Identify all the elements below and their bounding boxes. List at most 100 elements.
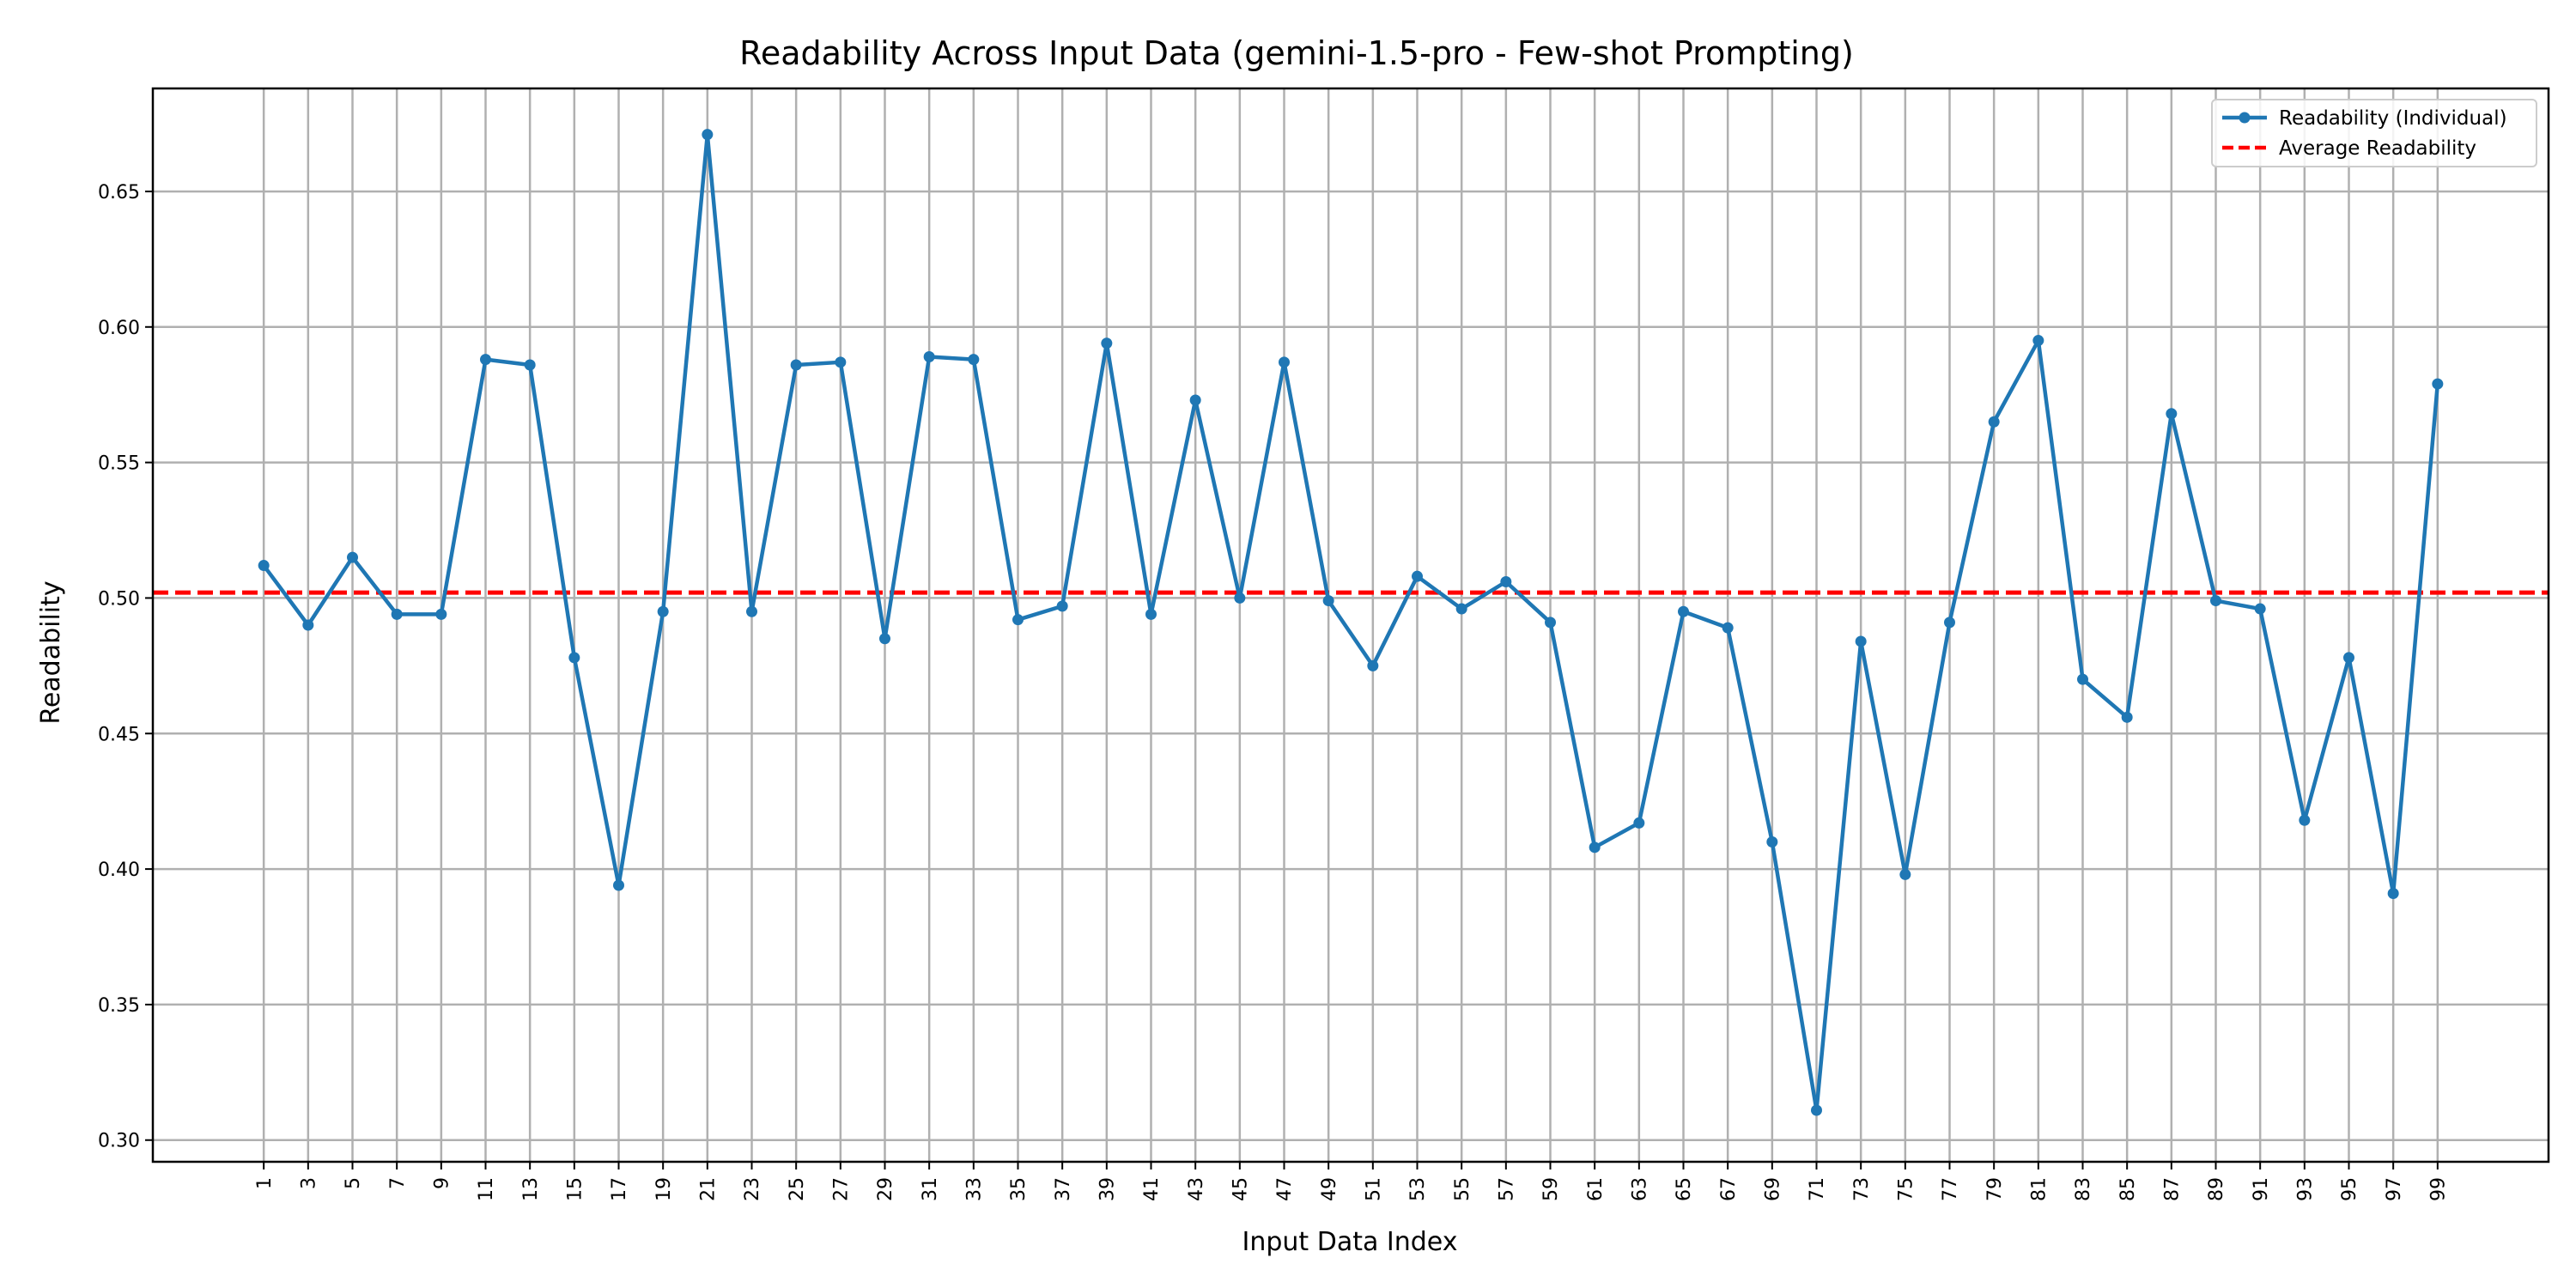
x-tick-label: 55: [1452, 1177, 1473, 1201]
data-point: [702, 129, 714, 141]
data-point: [1589, 841, 1601, 854]
x-tick-label: 85: [2117, 1177, 2139, 1201]
y-axis-ticks: 0.30 0.35 0.40 0.45 0.50 0.55 0.60 0.65: [98, 182, 153, 1152]
x-tick-label: 33: [964, 1177, 986, 1201]
x-tick-label: 19: [653, 1177, 675, 1201]
x-tick-label: 11: [476, 1177, 497, 1201]
data-point: [1412, 570, 1423, 582]
x-tick-label: 69: [1763, 1177, 1784, 1201]
x-tick-label: 25: [787, 1177, 808, 1201]
x-tick-label: 75: [1896, 1177, 1917, 1201]
data-point: [1189, 394, 1201, 406]
x-tick-label: 13: [520, 1177, 542, 1201]
x-tick-label: 49: [1319, 1177, 1340, 1201]
x-tick-label: 57: [1497, 1177, 1518, 1201]
data-point: [1633, 817, 1645, 829]
y-tick-label: 0.30: [98, 1131, 140, 1152]
data-point: [1056, 600, 1068, 612]
x-tick-label: 71: [1807, 1177, 1828, 1201]
data-point: [613, 879, 624, 891]
data-point: [1766, 836, 1778, 848]
x-tick-label: 23: [742, 1177, 763, 1201]
x-tick-label: 37: [1053, 1177, 1074, 1201]
x-tick-label: 39: [1097, 1177, 1119, 1201]
y-axis-label: Readability: [36, 580, 66, 724]
x-tick-label: 77: [1940, 1177, 1961, 1201]
x-tick-label: 89: [2206, 1177, 2227, 1201]
x-tick-label: 29: [875, 1177, 896, 1201]
data-point: [1145, 608, 1157, 620]
data-point: [968, 354, 980, 366]
data-point: [302, 619, 314, 631]
data-point: [2121, 711, 2133, 723]
x-tick-label: 7: [387, 1177, 409, 1189]
x-tick-label: 45: [1230, 1177, 1252, 1201]
x-tick-label: 93: [2295, 1177, 2317, 1201]
x-tick-label: 35: [1008, 1177, 1030, 1201]
data-point: [923, 351, 935, 362]
x-axis-label: Input Data Index: [1242, 1227, 1458, 1257]
x-tick-label: 9: [432, 1177, 453, 1189]
data-point: [790, 359, 802, 371]
data-point: [2343, 652, 2354, 664]
data-point: [1101, 337, 1113, 349]
legend-label-individual: Readability (Individual): [2279, 107, 2507, 130]
x-tick-label: 27: [831, 1177, 853, 1201]
x-tick-label: 43: [1186, 1177, 1207, 1201]
x-tick-label: 79: [1984, 1177, 2006, 1201]
data-point: [1855, 635, 1867, 647]
readability-series-line: [262, 132, 2440, 1113]
x-tick-label: 17: [609, 1177, 630, 1201]
data-point: [1944, 617, 1955, 629]
data-point: [2077, 673, 2088, 685]
data-point: [1545, 617, 1556, 629]
y-tick-label: 0.55: [98, 453, 140, 475]
data-point: [2032, 335, 2044, 347]
x-tick-label: 15: [565, 1177, 586, 1201]
y-tick-label: 0.60: [98, 318, 140, 339]
data-point: [835, 356, 847, 368]
x-axis-ticks: 1 3 5 7 9 11 13 15 17 19 21 23 25 27 29 31 33 35 37 39 41 43 4…: [254, 1162, 2450, 1201]
data-point: [2210, 595, 2221, 607]
x-tick-label: 53: [1407, 1177, 1429, 1201]
data-point: [1322, 595, 1334, 607]
legend-marker-individual: [2239, 112, 2251, 124]
data-point: [746, 605, 757, 617]
x-tick-label: 1: [254, 1177, 276, 1189]
y-tick-label: 0.50: [98, 588, 140, 610]
x-tick-label: 47: [1274, 1177, 1296, 1201]
data-point: [258, 560, 270, 572]
data-point: [568, 652, 580, 664]
y-tick-label: 0.65: [98, 182, 140, 204]
x-tick-label: 51: [1364, 1177, 1385, 1201]
data-point: [391, 608, 403, 620]
x-tick-label: 99: [2428, 1177, 2450, 1201]
x-tick-label: 3: [299, 1177, 320, 1189]
y-tick-label: 0.40: [98, 860, 140, 881]
data-point: [1500, 575, 1512, 587]
x-tick-label: 91: [2251, 1177, 2272, 1201]
legend-label-average: Average Readability: [2279, 137, 2476, 160]
y-tick-label: 0.45: [98, 724, 140, 745]
data-point: [1367, 659, 1379, 671]
data-point: [2387, 888, 2399, 899]
x-tick-label: 59: [1540, 1177, 1562, 1201]
data-point: [1988, 416, 2000, 428]
data-point: [1279, 356, 1290, 368]
x-tick-label: 63: [1630, 1177, 1651, 1201]
data-point: [524, 359, 536, 371]
data-point: [1455, 603, 1467, 615]
grid: [153, 88, 2549, 1162]
x-tick-label: 83: [2073, 1177, 2094, 1201]
data-point: [879, 633, 890, 645]
data-point: [435, 608, 447, 620]
chart-title: Readability Across Input Data (gemini-1.…: [739, 34, 1854, 72]
series-layer: [258, 129, 2444, 1116]
x-tick-label: 97: [2384, 1177, 2405, 1201]
data-point: [657, 605, 669, 617]
x-tick-label: 73: [1851, 1177, 1873, 1201]
x-tick-label: 61: [1585, 1177, 1607, 1201]
data-point: [2254, 603, 2266, 615]
